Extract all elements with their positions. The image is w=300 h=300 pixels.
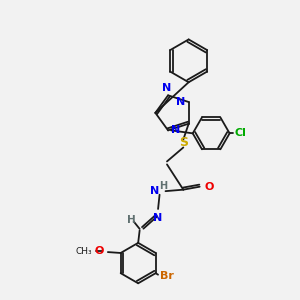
Text: H: H	[127, 215, 136, 225]
Text: CH₃: CH₃	[75, 247, 92, 256]
Text: N: N	[162, 83, 171, 93]
Text: O: O	[204, 182, 214, 192]
Text: N: N	[171, 125, 180, 135]
Text: N: N	[176, 97, 185, 107]
Text: N: N	[150, 186, 160, 196]
Text: H: H	[159, 181, 167, 190]
Text: Br: Br	[160, 271, 173, 281]
Text: O: O	[95, 247, 104, 256]
Text: S: S	[179, 136, 188, 149]
Text: N: N	[153, 212, 163, 223]
Text: Cl: Cl	[234, 128, 246, 138]
